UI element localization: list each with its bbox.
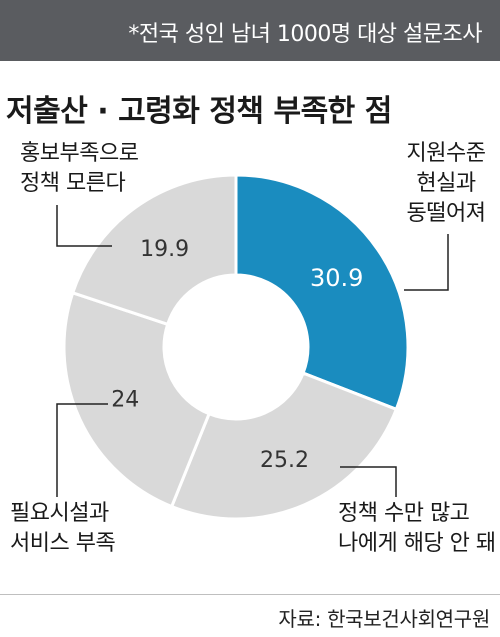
source-note: 자료: 한국보건사회연구원 bbox=[278, 607, 490, 631]
slice-category-label-line: 서비스 부족 bbox=[10, 531, 115, 556]
leader-line-3 bbox=[56, 403, 108, 497]
slice-category-label-line: 지원수준 bbox=[407, 141, 486, 166]
donut-slice-2 bbox=[169, 371, 399, 521]
slice-category-label-line: 정책 모른다 bbox=[20, 171, 125, 196]
leader-line-4 bbox=[56, 205, 112, 247]
slice-category-label-line: 현실과 bbox=[416, 171, 475, 196]
slice-category-label-line: 필요시설과 bbox=[10, 501, 109, 526]
slice-value-label-2: 25.2 bbox=[260, 448, 309, 473]
chart-title: 저출산 · 고령화 정책 부족한 점 bbox=[6, 94, 392, 129]
slice-category-label-line: 동떨어져 bbox=[407, 201, 486, 226]
header-bar: *전국 성인 남녀 1000명 대상 설문조사 bbox=[0, 0, 500, 61]
slice-value-label-3: 24 bbox=[111, 387, 139, 412]
slice-value-label-4: 19.9 bbox=[140, 237, 189, 262]
leader-line-2 bbox=[340, 466, 397, 497]
survey-note: *전국 성인 남녀 1000명 대상 설문조사 bbox=[128, 22, 482, 47]
donut-slice-1 bbox=[234, 173, 410, 412]
source-divider bbox=[0, 594, 500, 595]
slice-value-label-1: 30.9 bbox=[310, 264, 363, 292]
slice-category-label-line: 나에게 해당 안 돼 bbox=[338, 531, 496, 556]
donut-slice-4 bbox=[70, 173, 238, 327]
donut-slice-3 bbox=[62, 290, 212, 509]
leader-line-1 bbox=[404, 234, 449, 291]
slice-category-label-line: 정책 수만 많고 bbox=[338, 501, 470, 526]
slice-category-label-line: 홍보부족으로 bbox=[20, 141, 139, 166]
